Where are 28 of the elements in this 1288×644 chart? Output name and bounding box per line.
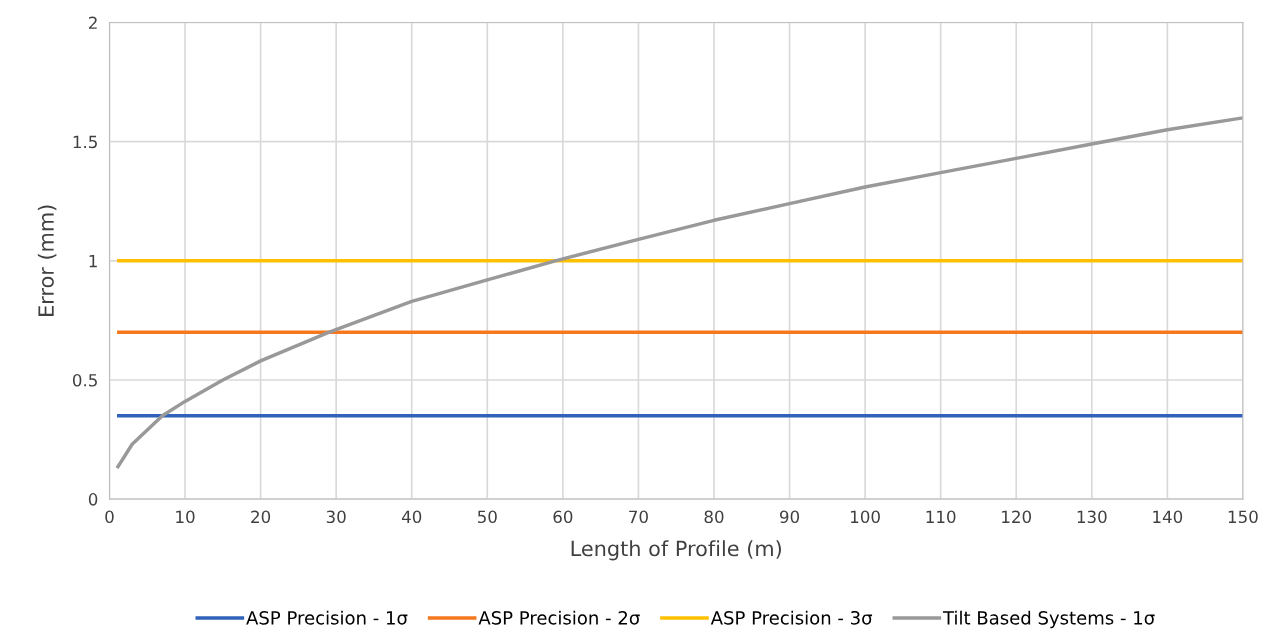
- line-series: [115, 116, 1243, 470]
- y-axis-title: Error (mm): [37, 205, 57, 316]
- x-tick-label: 20: [251, 510, 271, 524]
- legend-label: ASP Precision - 2σ: [478, 610, 640, 625]
- x-tick-label: 100: [851, 510, 880, 524]
- legend-label: ASP Precision - 3σ: [710, 610, 873, 625]
- x-tick-label: 110: [926, 510, 956, 524]
- y-tick-label: 1.5: [73, 135, 97, 149]
- x-tick-label: 130: [1077, 510, 1107, 524]
- x-tick-label: 60: [553, 510, 573, 524]
- y-tick-label: 2: [88, 16, 97, 29]
- x-tick-label: 40: [401, 510, 422, 524]
- x-tick-label: 10: [176, 510, 195, 524]
- x-tick-label: 0: [105, 510, 114, 524]
- x-tick-label: 140: [1153, 510, 1183, 524]
- x-tick-label: 30: [326, 510, 346, 524]
- x-axis-title: Length of Profile (m): [571, 540, 781, 561]
- y-tick-label: 0.5: [72, 373, 97, 387]
- x-tick-label: 150: [1228, 510, 1258, 524]
- x-tick-label: 120: [1002, 510, 1032, 524]
- legend-label: Tilt Based Systems - 1σ: [942, 610, 1155, 629]
- x-tick-label: 50: [477, 510, 497, 524]
- x-tick-label: 70: [629, 510, 648, 524]
- legend-label: ASP Precision - 1σ: [246, 610, 408, 625]
- y-tick-label: 1: [89, 255, 97, 268]
- x-tick-label: 80: [704, 510, 724, 524]
- x-tick-label: 90: [779, 510, 800, 524]
- y-tick-label: 0: [88, 493, 98, 506]
